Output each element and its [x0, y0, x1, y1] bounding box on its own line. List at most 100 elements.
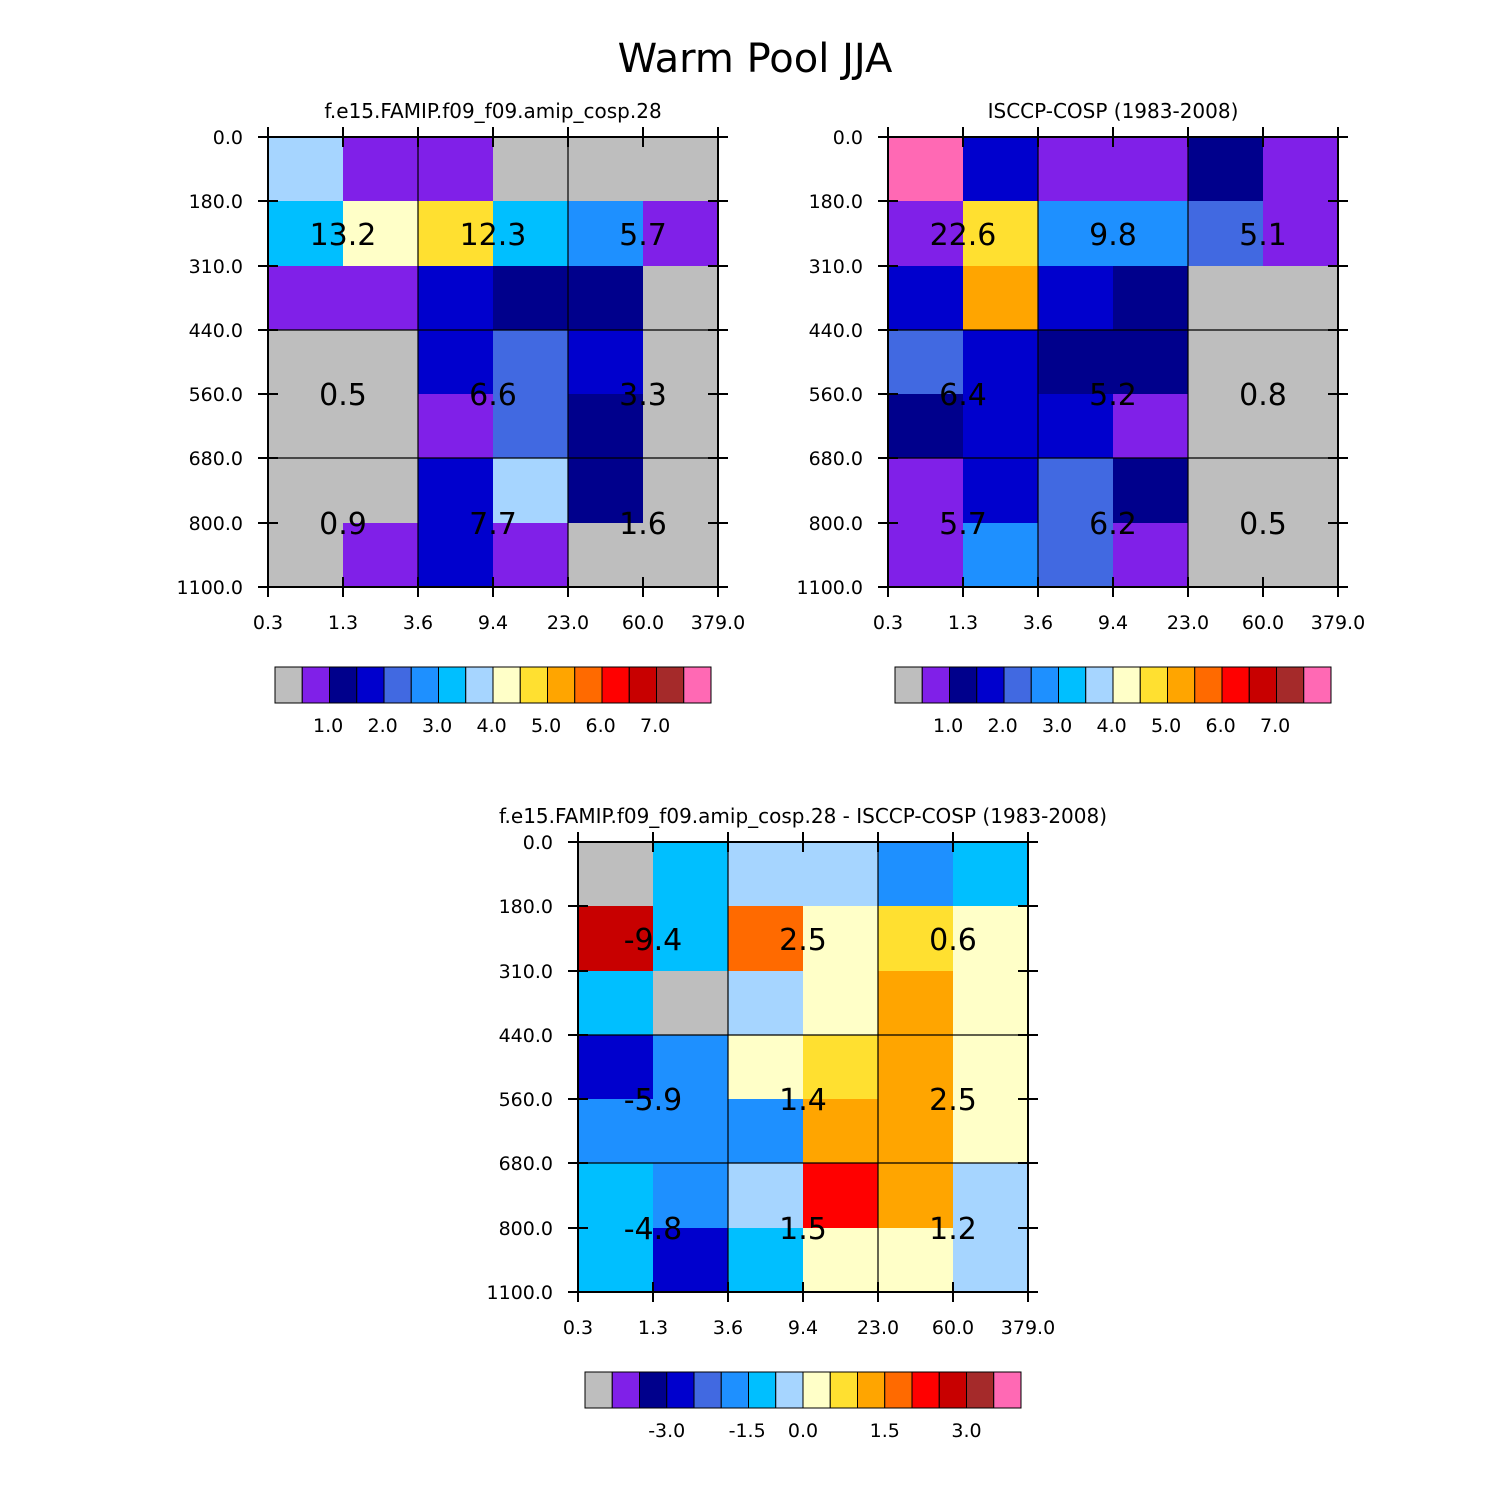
heatmap-cell: [1113, 266, 1189, 331]
cell-value-label: 7.7: [469, 507, 517, 542]
colorbar-swatch: [911, 1371, 940, 1409]
colorbar-label: -1.5: [729, 1420, 766, 1442]
x-tick-label: 23.0: [547, 612, 589, 634]
colorbar-swatch: [748, 1371, 777, 1409]
heatmap-cell: [728, 1099, 804, 1164]
heatmap-cell: [888, 330, 964, 395]
colorbar-swatch: [383, 666, 412, 704]
heatmap-cell: [493, 266, 569, 331]
colorbar-swatch: [519, 666, 548, 704]
colorbar-swatch: [601, 666, 630, 704]
heatmap-cell: [878, 1228, 954, 1293]
heatmap-cell: [268, 201, 344, 267]
y-tick-label: 680.0: [189, 448, 243, 470]
heatmap-cell: [493, 458, 569, 524]
heatmap-cell: [268, 137, 344, 202]
colorbar-swatch: [1167, 666, 1196, 704]
x-tick-label: 1.3: [948, 612, 978, 634]
heatmap-cell: [1038, 458, 1114, 524]
colorbar-swatch: [894, 666, 923, 704]
colorbar-swatch: [1139, 666, 1168, 704]
heatmap-cell: [343, 330, 419, 395]
colorbar-label: 3.0: [422, 715, 452, 737]
heatmap-cell: [888, 458, 964, 524]
heatmap-cell: [803, 1035, 879, 1100]
cell-value-label: 22.6: [930, 218, 997, 253]
colorbar-label: 1.0: [313, 715, 343, 737]
heatmap-cell: [643, 137, 719, 202]
heatmap-cell: [268, 266, 344, 331]
colorbar-swatch: [921, 666, 950, 704]
heatmap-cell: [963, 523, 1039, 588]
heatmap-cell: [643, 394, 719, 459]
heatmap-cell: [1188, 394, 1264, 459]
colorbar-label: 6.0: [1206, 715, 1236, 737]
cell-value-label: 13.2: [310, 218, 377, 253]
heatmap-cell: [953, 971, 1029, 1036]
x-tick-label: 60.0: [622, 612, 664, 634]
heatmap-cell: [803, 906, 879, 972]
x-tick-label: 0.3: [253, 612, 283, 634]
cell-value-label: 1.5: [779, 1212, 827, 1247]
heatmap-cell: [963, 394, 1039, 459]
colorbar-label: 4.0: [1097, 715, 1127, 737]
cell-value-label: -5.9: [624, 1083, 683, 1118]
y-tick-label: 560.0: [189, 384, 243, 406]
heatmap-cell: [1038, 330, 1114, 395]
colorbar-swatch: [1194, 666, 1223, 704]
cell-value-label: 0.5: [1239, 507, 1287, 542]
colorbar-swatch: [683, 666, 712, 704]
y-tick-label: 440.0: [499, 1025, 553, 1047]
heatmap-cell: [953, 1035, 1029, 1100]
cell-value-label: 2.5: [929, 1083, 977, 1118]
y-tick-label: 440.0: [189, 320, 243, 342]
x-tick-label: 1.3: [638, 1317, 668, 1339]
colorbar-label: 2.0: [368, 715, 398, 737]
panel-title: f.e15.FAMIP.f09_f09.amip_cosp.28 - ISCCP…: [499, 804, 1107, 828]
colorbar-swatch: [1221, 666, 1250, 704]
heatmap-cell: [568, 394, 644, 459]
y-tick-label: 680.0: [809, 448, 863, 470]
heatmap-cell: [953, 1099, 1029, 1164]
heatmap-cell: [1038, 523, 1114, 588]
x-tick-label: 60.0: [932, 1317, 974, 1339]
heatmap-cell: [1113, 330, 1189, 395]
colorbar-swatch: [1003, 666, 1032, 704]
colorbar-label: 7.0: [640, 715, 670, 737]
heatmap-cell: [1113, 394, 1189, 459]
heatmap-cell: [803, 842, 879, 907]
cell-value-label: 0.9: [319, 507, 367, 542]
heatmap-cell: [493, 394, 569, 459]
heatmap-cell: [568, 137, 644, 202]
colorbar-swatch: [938, 1371, 967, 1409]
heatmap-cell: [578, 1228, 654, 1293]
heatmap-cell: [493, 137, 569, 202]
colorbar-swatch: [1248, 666, 1277, 704]
colorbar-swatch: [1085, 666, 1114, 704]
heatmap-cell: [643, 266, 719, 331]
colorbar-swatch: [857, 1371, 886, 1409]
heatmap-cell: [1188, 523, 1264, 588]
heatmap-cell: [888, 137, 964, 202]
heatmap-cell: [878, 906, 954, 972]
x-tick-label: 9.4: [788, 1317, 818, 1339]
heatmap-cell: [1113, 458, 1189, 524]
x-tick-label: 60.0: [1242, 612, 1284, 634]
heatmap-cell: [578, 842, 654, 907]
heatmap-cell: [643, 330, 719, 395]
heatmap-cell: [1113, 201, 1189, 267]
heatmap-cell: [1263, 458, 1339, 524]
heatmap-cell: [728, 906, 804, 972]
colorbar-swatch: [829, 1371, 858, 1409]
colorbar-label: 0.0: [788, 1420, 818, 1442]
heatmap-cell: [643, 201, 719, 267]
y-tick-label: 310.0: [189, 256, 243, 278]
heatmap-cell: [888, 523, 964, 588]
y-tick-label: 680.0: [499, 1153, 553, 1175]
heatmap-panel-2: ISCCP-COSP (1983-2008) 22.6 9.8 5.1 6.4 5.2 0.…: [797, 99, 1366, 737]
heatmap-cell: [343, 523, 419, 588]
colorbar-swatch: [574, 666, 603, 704]
colorbar-swatch: [1058, 666, 1087, 704]
heatmap-cell: [568, 523, 644, 588]
cell-value-label: 6.6: [469, 378, 517, 413]
